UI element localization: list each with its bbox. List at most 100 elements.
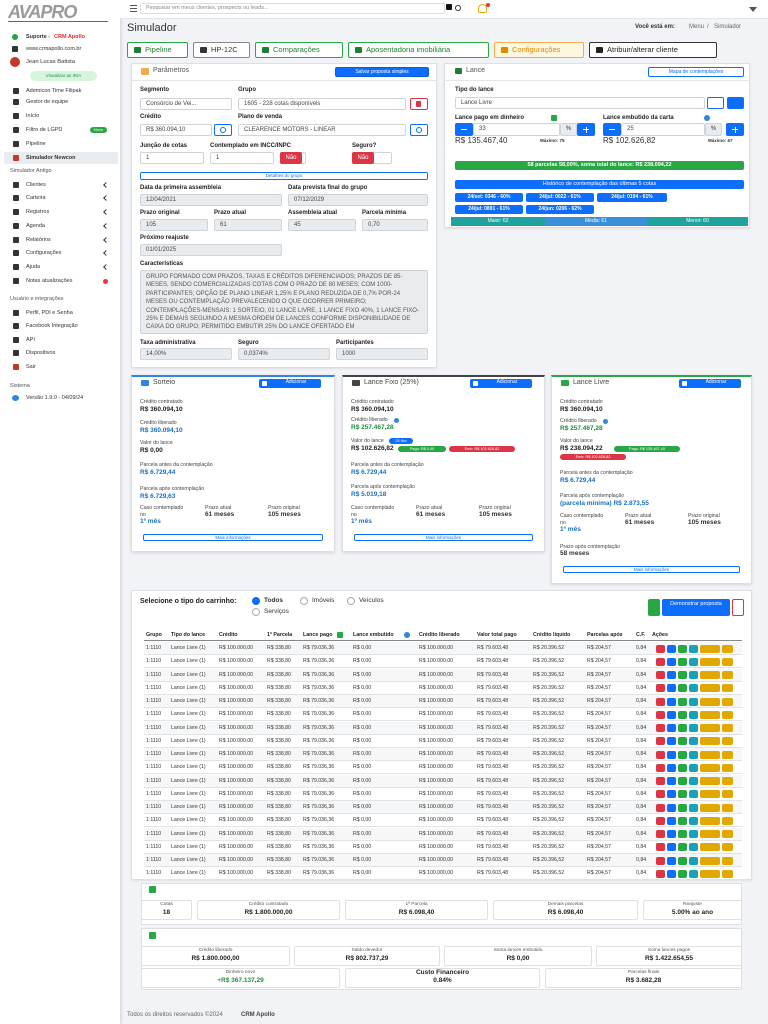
tab[interactable] — [127, 42, 188, 58]
row-action[interactable] — [700, 697, 720, 706]
row-action[interactable] — [656, 644, 665, 653]
search-input[interactable]: Pesquisar em meus clientes, prospects ou… — [140, 3, 445, 14]
row-action[interactable] — [656, 710, 665, 719]
tab-label[interactable]: Comparações — [273, 45, 320, 54]
row-action[interactable] — [678, 724, 687, 732]
row-action[interactable] — [689, 657, 698, 666]
row-action[interactable] — [656, 684, 665, 693]
row-action[interactable] — [667, 750, 676, 759]
menu-item[interactable]: Pipeline — [26, 141, 46, 147]
row-action[interactable] — [678, 671, 687, 679]
number-input[interactable]: 33 — [473, 123, 560, 136]
row-action[interactable] — [667, 843, 676, 852]
row-action[interactable] — [656, 724, 665, 732]
radio[interactable] — [252, 608, 260, 616]
input[interactable]: 1 — [140, 152, 204, 164]
more-button[interactable]: Mais informações — [563, 566, 740, 573]
row-action[interactable] — [678, 869, 687, 878]
menu-item[interactable]: Agenda — [26, 223, 45, 229]
more-button[interactable]: Mais informações — [143, 534, 323, 541]
radio-label[interactable]: Todos — [264, 597, 284, 604]
row-action[interactable] — [667, 737, 676, 746]
menu-item[interactable]: Início — [26, 113, 40, 119]
row-action[interactable] — [700, 750, 720, 759]
row-action[interactable] — [700, 856, 720, 865]
menu-item[interactable]: Ademicon Time Filipak — [26, 88, 82, 94]
row-action[interactable] — [689, 710, 698, 719]
row-action[interactable] — [689, 644, 698, 653]
row-action[interactable] — [722, 697, 733, 706]
menu-item[interactable]: Registros — [26, 209, 50, 215]
row-action[interactable] — [656, 843, 665, 852]
notifications[interactable] — [478, 4, 487, 13]
row-action[interactable] — [667, 777, 676, 785]
row-action[interactable] — [700, 830, 720, 838]
row-action[interactable] — [667, 657, 676, 666]
menu-item[interactable]: Configurações — [26, 250, 62, 256]
input[interactable]: 1 — [210, 152, 274, 164]
menu-item[interactable]: Sair — [26, 364, 36, 370]
input[interactable]: 105 — [140, 219, 208, 231]
add-button[interactable]: Adicionar — [470, 379, 532, 388]
input[interactable]: 01/01/2025 — [140, 244, 282, 256]
menu-item[interactable]: Gestor de equipe — [26, 99, 69, 105]
row-action[interactable] — [722, 644, 733, 653]
menu-item[interactable]: Relatórios — [26, 237, 51, 243]
add-button[interactable]: Adicionar — [679, 379, 741, 388]
row-action[interactable] — [656, 763, 665, 772]
row-action[interactable] — [656, 856, 665, 865]
row-action[interactable] — [722, 790, 733, 799]
add-button[interactable]: Adicionar — [259, 379, 321, 388]
row-action[interactable] — [722, 777, 733, 785]
row-action[interactable] — [700, 816, 720, 825]
row-action[interactable] — [678, 790, 687, 799]
row-action[interactable] — [722, 750, 733, 759]
row-action[interactable] — [700, 803, 720, 812]
row-action[interactable] — [678, 856, 687, 865]
row-action[interactable] — [656, 816, 665, 825]
menu-item[interactable]: API — [26, 337, 35, 343]
row-action[interactable] — [689, 777, 698, 785]
row-action[interactable] — [667, 671, 676, 679]
row-action[interactable] — [656, 869, 665, 878]
row-action[interactable] — [678, 816, 687, 825]
row-action[interactable] — [689, 869, 698, 878]
row-action[interactable] — [656, 790, 665, 799]
row-action[interactable] — [722, 843, 733, 852]
input[interactable]: 12/04/2021 — [140, 194, 282, 206]
row-action[interactable] — [667, 816, 676, 825]
pdf-button[interactable] — [410, 98, 428, 110]
refresh-button[interactable] — [707, 97, 724, 109]
row-action[interactable] — [722, 869, 733, 878]
row-action[interactable] — [700, 671, 720, 679]
row-action[interactable] — [700, 869, 720, 878]
delete-button[interactable] — [732, 599, 744, 616]
save-button[interactable]: Salvar proposta simples — [335, 67, 429, 77]
row-action[interactable] — [678, 843, 687, 852]
row-action[interactable] — [667, 684, 676, 693]
row-action[interactable] — [667, 763, 676, 772]
row-action[interactable] — [667, 790, 676, 799]
row-action[interactable] — [689, 750, 698, 759]
input[interactable]: 14,00% — [140, 348, 232, 360]
row-action[interactable] — [722, 830, 733, 838]
row-action[interactable] — [722, 671, 733, 679]
menu-item[interactable]: Dispositivos — [26, 350, 56, 356]
row-action[interactable] — [667, 724, 676, 732]
tab-label[interactable]: Aposentadoria imobiliária — [366, 45, 451, 54]
row-action[interactable] — [656, 803, 665, 812]
row-action[interactable] — [678, 657, 687, 666]
row-action[interactable] — [700, 737, 720, 746]
input[interactable]: 0,0374% — [238, 348, 330, 360]
textarea[interactable]: GRUPO FORMADO COM PRAZOS, TAXAS E CRÉDIT… — [140, 270, 428, 334]
row-action[interactable] — [678, 750, 687, 759]
row-action[interactable] — [678, 684, 687, 693]
row-action[interactable] — [656, 657, 665, 666]
cart-icon-button[interactable] — [648, 599, 660, 616]
row-action[interactable] — [700, 843, 720, 852]
row-action[interactable] — [667, 830, 676, 838]
row-action[interactable] — [722, 710, 733, 719]
row-action[interactable] — [700, 777, 720, 785]
row-action[interactable] — [689, 684, 698, 693]
user-badge[interactable]: Visualizar as IRIA — [30, 71, 97, 81]
